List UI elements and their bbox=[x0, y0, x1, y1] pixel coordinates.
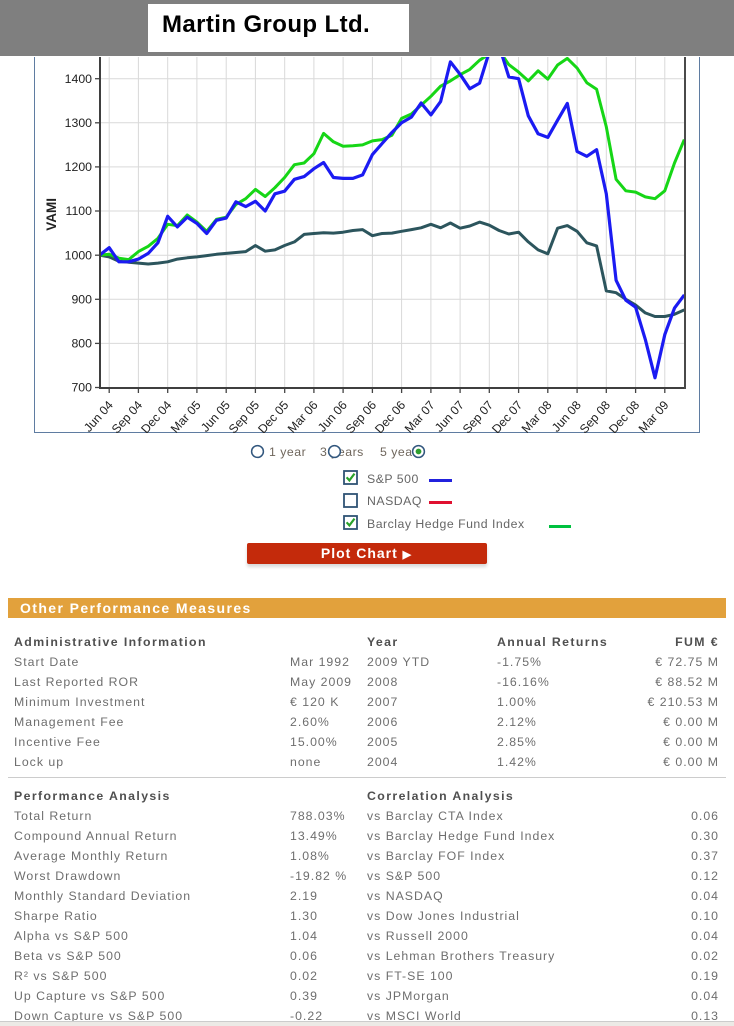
svg-text:VAMI: VAMI bbox=[44, 198, 59, 231]
svg-text:Mar 06: Mar 06 bbox=[285, 398, 321, 433]
svg-text:Mar 07: Mar 07 bbox=[402, 398, 438, 433]
svg-text:800: 800 bbox=[71, 337, 92, 351]
svg-text:1100: 1100 bbox=[66, 204, 93, 218]
svg-text:1400: 1400 bbox=[65, 72, 93, 86]
svg-text:700: 700 bbox=[71, 381, 92, 395]
svg-text:Mar 08: Mar 08 bbox=[519, 398, 555, 433]
svg-text:Mar 05: Mar 05 bbox=[168, 398, 204, 433]
svg-text:1200: 1200 bbox=[65, 160, 93, 174]
svg-text:1000: 1000 bbox=[65, 248, 93, 262]
svg-text:1300: 1300 bbox=[65, 116, 93, 130]
svg-text:Mar 09: Mar 09 bbox=[636, 398, 672, 433]
svg-text:900: 900 bbox=[71, 293, 92, 307]
